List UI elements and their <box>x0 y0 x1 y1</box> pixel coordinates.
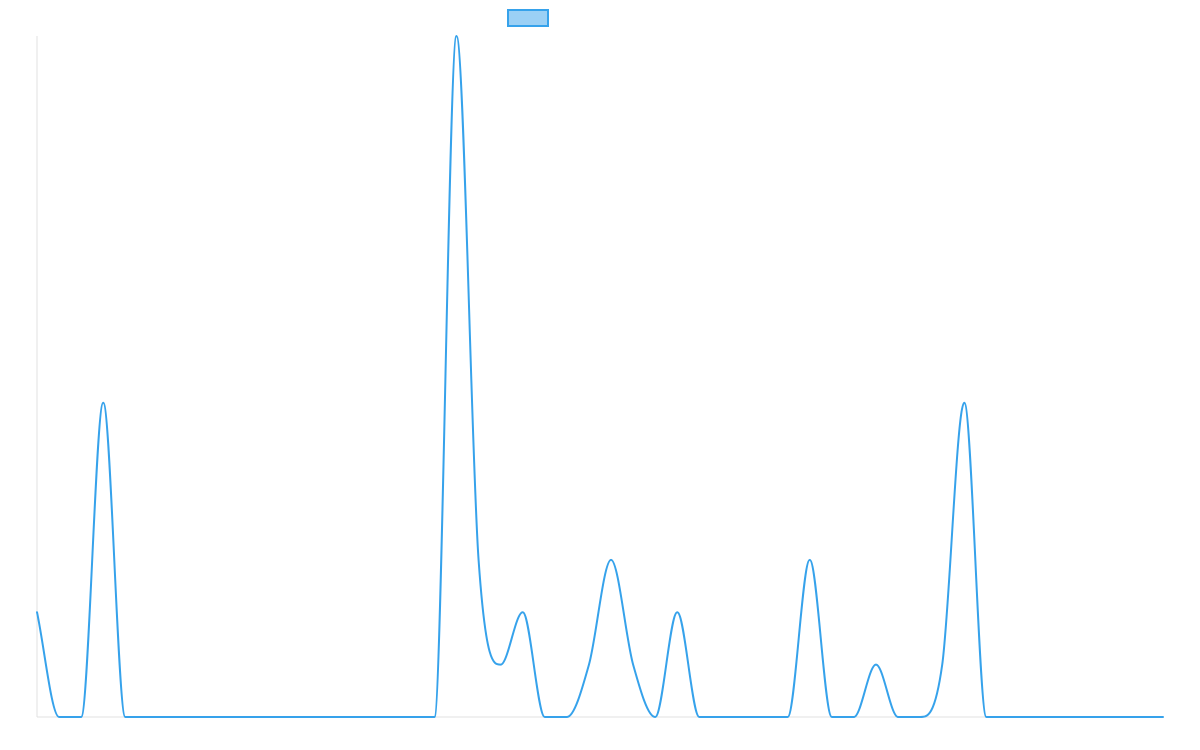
axes <box>36 36 1163 718</box>
series-line <box>36 35 1164 719</box>
legend[interactable] <box>507 9 549 27</box>
series-group <box>36 35 1164 719</box>
legend-swatch[interactable] <box>507 9 549 27</box>
